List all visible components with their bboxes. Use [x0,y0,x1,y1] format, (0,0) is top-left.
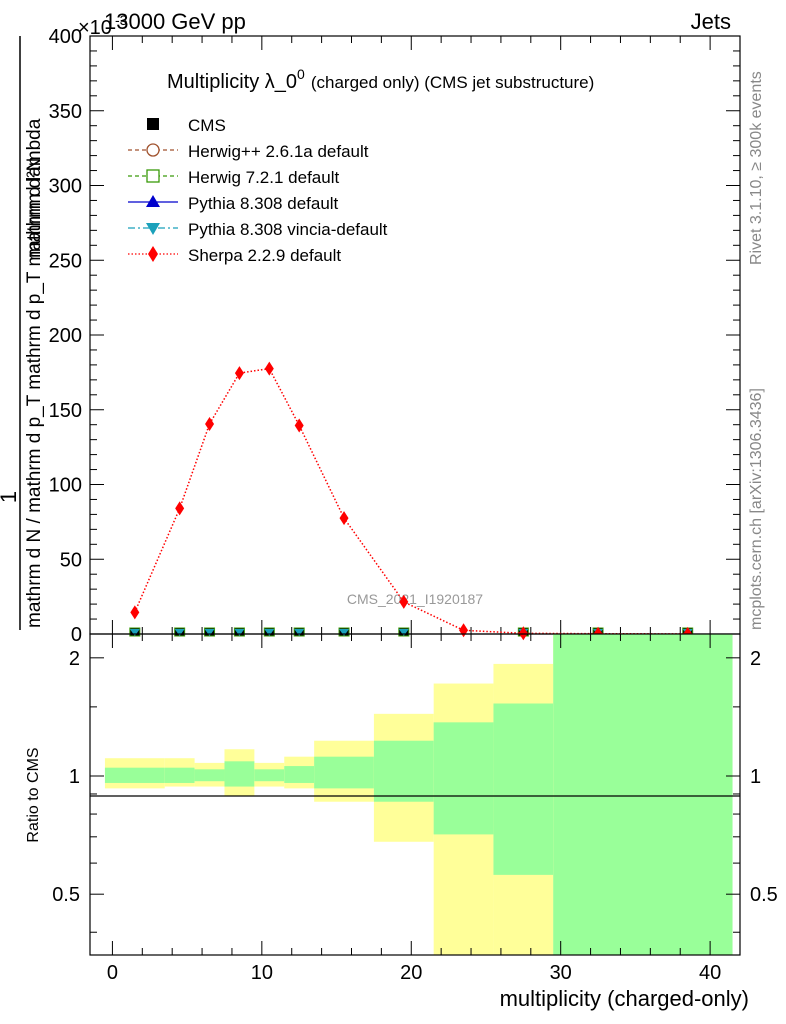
legend-marker [147,118,159,130]
ratio-plot-panel: 0.5 0.51 12 20 10 20 30 40 Ratio to CMS multipl… [25,633,778,1011]
y-tick-label: 50 [60,549,82,571]
legend-entry-pythia: Pythia 8.308 default [128,194,339,213]
ratio-band-bin [553,634,733,955]
y-tick-label: 200 [49,325,82,347]
process-label: Jets [691,9,731,34]
zero-level-marker [129,627,141,637]
legend-entry-herwigpp: Herwig++ 2.6.1a default [128,142,369,161]
x-tick-label: 30 [550,962,572,984]
energy-label: 13000 GeV pp [104,9,246,34]
legend-entry-cms: CMS [147,116,226,135]
x-tick-label: 10 [251,962,273,984]
legend-marker [146,195,160,207]
legend-label: Pythia 8.308 vincia-default [188,220,388,239]
sherpa-point [294,418,304,433]
y-tick-label: 400 [49,26,82,48]
mcplots-label: mcplots.cern.ch [arXiv:1306.3436] [748,388,765,630]
y-tick-label: 350 [49,101,82,123]
y-tick-label: 150 [49,400,82,422]
ratio-band-bin [164,758,195,787]
ratio-band-bin [224,749,255,796]
ratio-y-tick-label-right: 0.5 [750,884,778,906]
ratio-band-bin [373,713,434,842]
sherpa-point [459,623,469,638]
legend-marker [146,143,160,157]
ratio-y-tick-label: 2 [69,648,80,670]
zero-level-marker [338,627,350,637]
y-tick-label: 250 [49,250,82,272]
legend: CMS Herwig++ 2.6.1a default Herwig 7.2.1 d… [128,116,388,265]
ratio-band-bin [284,756,315,789]
chart-title: Multiplicity λ_00 (charged only) (CMS jet… [167,66,594,93]
sherpa-point [205,416,215,431]
analysis-label: CMS_2021_I1920187 [347,591,483,607]
legend-marker [146,223,160,235]
ratio-y-tick-label-right: 2 [750,648,761,670]
main-y-axis-label: 1 mathrm d N / mathrm d p_T mathrm d p_T… [0,36,45,630]
sherpa-point [130,605,140,620]
y-tick-label: 0 [71,624,82,646]
svg-text:mathrm d²N: mathrm d²N [24,158,45,258]
zero-level-marker [204,627,216,637]
legend-label: Herwig 7.2.1 default [188,168,339,187]
ratio-band-bin [433,683,494,955]
rivet-label: Rivet 3.1.10, ≥ 300k events [748,71,765,265]
ratio-y-tick-label: 0.5 [52,884,80,906]
legend-label: Sherpa 2.2.9 default [188,246,341,265]
legend-entry-vincia: Pythia 8.308 vincia-default [128,220,388,239]
exponent-label: ×10 [78,17,112,39]
zero-level-marker [174,627,186,637]
x-tick-label: 20 [400,962,422,984]
exponent-power: -3 [115,12,128,28]
y-tick-label: 100 [49,475,82,497]
main-plot-panel: 0 50 100 150 200 250 300 350 400 Multiplicity λ_… [49,26,741,646]
x-tick-label: 40 [699,962,721,984]
zero-level-marker [263,627,275,637]
sherpa-point [399,594,409,609]
y-tick-label: 300 [49,176,82,198]
sherpa-point [518,626,528,641]
svg-text:mathrm d N / mathrm d p_T math: mathrm d N / mathrm d p_T mathrm d p_T m… [24,118,45,628]
legend-entry-herwig7: Herwig 7.2.1 default [128,168,339,187]
legend-marker [146,169,160,183]
legend-label: CMS [188,116,226,135]
zero-level-marker [233,627,245,637]
ratio-band-bin [254,762,285,787]
zero-level-marker [398,627,410,637]
ratio-band-bin [314,740,374,802]
sherpa-line [134,367,688,635]
sherpa-point [234,366,244,381]
x-tick-label: 0 [107,962,118,984]
ratio-y-label: Ratio to CMS [25,747,42,842]
ratio-y-tick-label: 1 [69,766,80,788]
x-axis-label: multiplicity (charged-only) [500,986,749,1011]
ratio-band-bin [493,663,554,955]
svg-text:1: 1 [0,491,21,503]
sherpa-point [264,361,274,376]
legend-label: Pythia 8.308 default [188,194,339,213]
legend-label: Herwig++ 2.6.1a default [188,142,369,161]
sherpa-point [175,501,185,516]
legend-entry-sherpa: Sherpa 2.2.9 default [128,246,341,265]
legend-marker [148,246,158,262]
zero-level-marker [293,627,305,637]
ratio-y-tick-label-right: 1 [750,766,761,788]
ratio-band-bin [104,758,165,789]
ratio-band-bin [194,762,225,787]
sherpa-point [339,511,349,526]
